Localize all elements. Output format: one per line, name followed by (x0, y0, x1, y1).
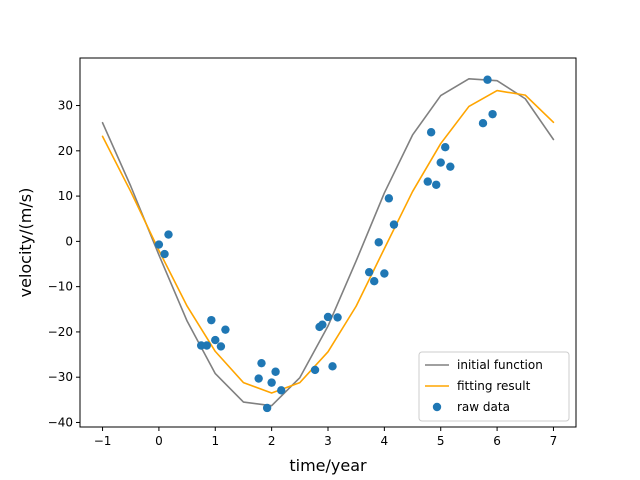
data-point (271, 367, 280, 376)
data-point (154, 240, 164, 249)
data-point (389, 220, 399, 229)
legend-swatch-raw-data (432, 402, 442, 412)
data-point (216, 342, 226, 351)
data-point (478, 119, 488, 128)
y-axis-ticks: −40 −30 −20 −10 0 10 20 30 (48, 99, 80, 429)
y-tick-label: 20 (58, 144, 73, 158)
y-tick-label: −40 (48, 415, 73, 429)
y-tick-label: −20 (48, 325, 73, 339)
y-tick-label: 10 (58, 189, 73, 203)
y-axis-title: velocity/(m/s) (16, 188, 35, 298)
plot-points (154, 75, 497, 413)
data-point (483, 75, 492, 84)
plot-lines (101, 78, 555, 407)
x-tick-label: 0 (155, 434, 163, 448)
x-tick-label: 2 (268, 434, 276, 448)
y-tick-label: 0 (65, 234, 73, 248)
y-tick-label: 30 (58, 99, 73, 113)
data-point (436, 158, 445, 167)
x-tick-label: 1 (211, 434, 219, 448)
x-tick-label: 5 (437, 434, 445, 448)
data-point (364, 267, 374, 277)
legend-label: fitting result (457, 379, 531, 393)
data-point (277, 386, 286, 395)
data-point (310, 365, 320, 375)
data-point (160, 249, 169, 259)
data-point (262, 403, 272, 413)
x-axis-title: time/year (289, 456, 367, 475)
data-point (323, 312, 333, 322)
series-line-initial-function (101, 78, 555, 407)
x-tick-label: 6 (493, 434, 501, 448)
data-point (221, 325, 230, 334)
data-point (164, 230, 173, 239)
data-point (432, 180, 441, 189)
data-point (426, 128, 436, 137)
x-axis-ticks: −1 0 1 2 3 4 5 6 7 (94, 427, 558, 448)
data-point (318, 320, 327, 329)
x-tick-label: −1 (94, 434, 112, 448)
data-point (257, 358, 266, 368)
legend-label: initial function (457, 358, 543, 372)
y-tick-label: −30 (48, 370, 73, 384)
legend: initial function fitting result raw data (418, 351, 570, 422)
x-tick-label: 7 (550, 434, 558, 448)
data-point (370, 277, 379, 286)
data-point (380, 269, 389, 278)
data-point (441, 142, 450, 152)
data-point (207, 315, 216, 325)
data-point (333, 313, 342, 322)
y-tick-label: −10 (48, 280, 73, 294)
x-tick-label: 3 (324, 434, 332, 448)
data-point (211, 335, 220, 345)
data-point (384, 194, 394, 203)
data-point (423, 177, 432, 186)
data-point (488, 109, 497, 119)
data-point (446, 162, 455, 171)
series-line-fitting-result (101, 89, 555, 394)
data-point (202, 341, 212, 350)
legend-box (418, 351, 570, 422)
x-tick-label: 4 (381, 434, 389, 448)
data-point (254, 374, 263, 383)
data-point (267, 378, 276, 387)
data-point (328, 362, 337, 371)
legend-label: raw data (457, 400, 510, 414)
data-point (374, 238, 383, 247)
